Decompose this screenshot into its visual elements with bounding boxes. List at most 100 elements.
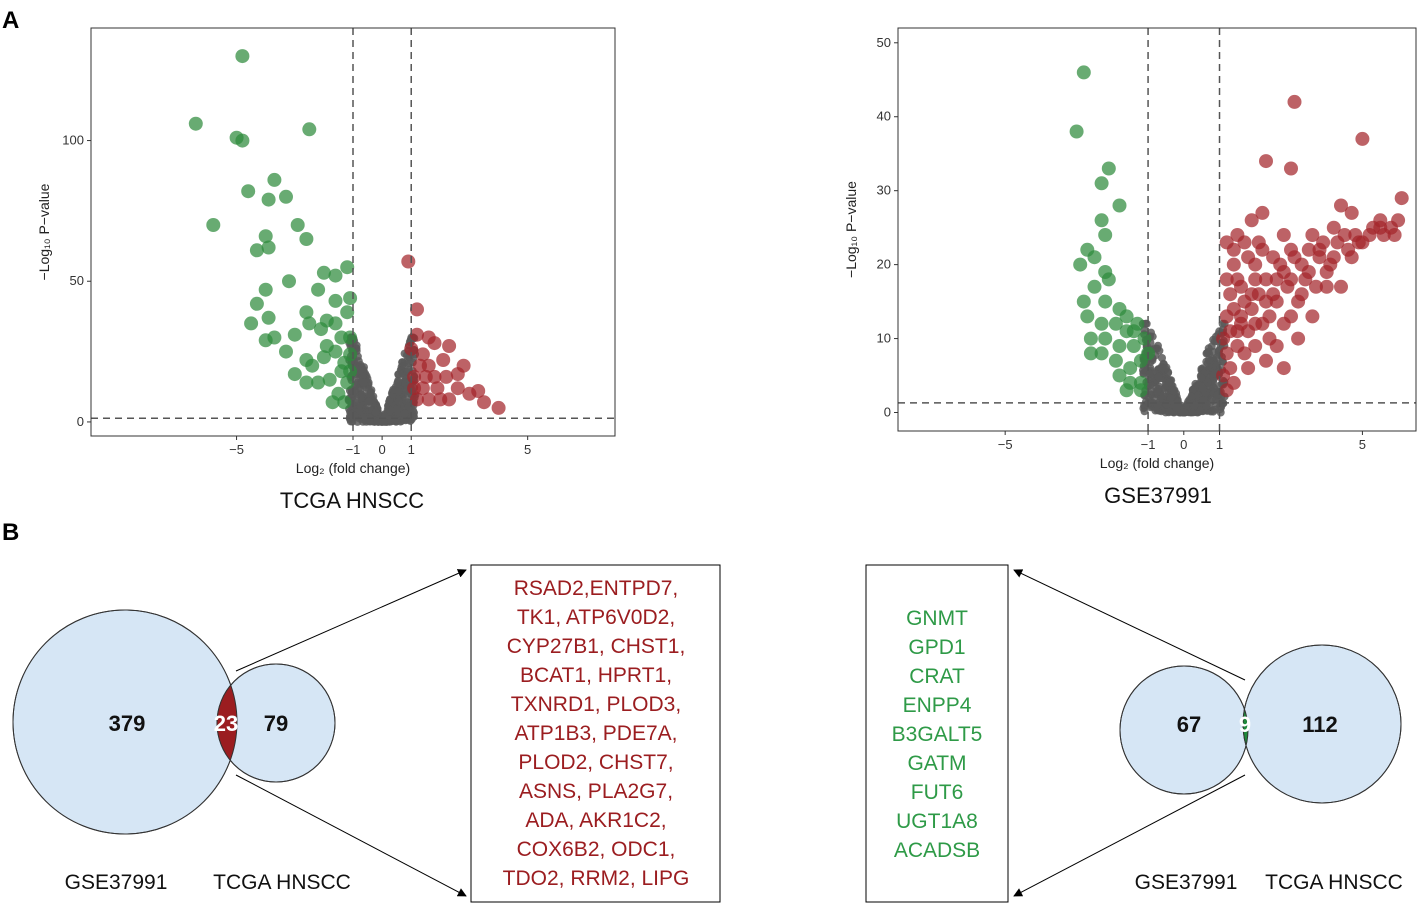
ns-point [1187, 392, 1196, 401]
down-regulated-point [334, 364, 349, 379]
down-regulated-point [302, 316, 317, 331]
down-regulated-point [1080, 309, 1095, 324]
down-regulated-point [1094, 213, 1109, 228]
up-gene-line: RSAD2,ENTPD7, [514, 577, 679, 600]
down-regulated-point [279, 189, 293, 204]
down-regulated-point [343, 347, 358, 362]
panel-label-a: A [2, 7, 19, 34]
down-regulated-point [279, 344, 293, 359]
up-regulated-point [410, 327, 424, 342]
down-regulated-point [1108, 353, 1123, 368]
down-regulated-point [287, 367, 302, 382]
down-regulated-point [1108, 316, 1123, 331]
up-gene-line: TK1, ATP6V0D2, [517, 606, 675, 629]
down-regulated-point [1076, 294, 1091, 309]
down-regulated-point [325, 395, 340, 410]
ns-point [1165, 407, 1174, 416]
up-regulated-point [1237, 235, 1252, 250]
ns-point [1158, 354, 1166, 362]
up-regulated-point [1248, 339, 1263, 353]
ns-point [393, 405, 401, 414]
down-regulated-point [188, 116, 203, 131]
down-regulated-point [311, 375, 326, 390]
arrow-to-up-genes [235, 569, 467, 672]
ns-point [1195, 406, 1204, 415]
up-regulated-point [1298, 272, 1313, 287]
threshold-lines [898, 28, 1416, 431]
down-regulated-point [328, 268, 343, 283]
ns-point [1165, 378, 1174, 387]
down-regulated-point [1126, 324, 1141, 339]
up-regulated-point [1273, 257, 1288, 272]
up-gene-line: CYP27B1, CHST1, [507, 635, 686, 658]
up-regulated-point [1255, 242, 1270, 257]
down-regulated-point [1087, 250, 1102, 265]
venn-right-label: TCGA HNSCC [213, 871, 351, 894]
arrow-to-down-genes [1013, 569, 1246, 681]
up-gene-line: COX6B2, ODC1, [517, 838, 676, 861]
x-axis-label: Log₂ (fold change) [1100, 455, 1214, 471]
up-regulated-point [1244, 213, 1259, 228]
down-regulated-point [1094, 316, 1109, 331]
up-regulated-point [1248, 272, 1263, 287]
down-regulated-point [261, 240, 276, 255]
down-regulated-point [244, 316, 259, 331]
up-regulated-point [1326, 220, 1341, 235]
x-tick-label: 0 [378, 442, 385, 457]
y-tick-label: 50 [877, 35, 891, 50]
ns-point [371, 408, 380, 417]
ns-point [1188, 385, 1197, 394]
up-gene-line: ADA, AKR1C2, [525, 809, 666, 832]
down-regulated-point [337, 395, 352, 410]
down-gene-line: B3GALT5 [892, 723, 983, 746]
x-tick-label: −5 [998, 437, 1013, 452]
y-tick-label: 40 [877, 109, 891, 124]
down-regulated-point [235, 133, 250, 148]
up-regulated-point [1219, 346, 1234, 361]
down-gene-line: CRAT [909, 665, 965, 688]
up-regulated-point [410, 392, 424, 407]
x-tick-label: 1 [1216, 437, 1223, 452]
up-regulated-point [1269, 339, 1284, 353]
ns-point [400, 415, 409, 424]
down-regulated-point [322, 372, 337, 387]
up-regulated-point [477, 395, 491, 410]
down-regulated-point [287, 327, 302, 342]
ns-point [379, 417, 388, 426]
down-gene-line: UGT1A8 [896, 810, 978, 833]
up-regulated-point [1259, 353, 1273, 368]
ns-point [353, 417, 362, 426]
venn-left-label: GSE37991 [1135, 871, 1238, 894]
y-tick-label: 10 [877, 331, 891, 346]
down-regulated-point [1083, 331, 1098, 346]
up-regulated-point [421, 392, 436, 407]
up-regulated-point [413, 358, 427, 373]
up-regulated-point [1387, 228, 1402, 242]
down-regulated-point [1126, 339, 1141, 353]
down-regulated-point [340, 305, 355, 320]
venn-overlap-count: 23 [214, 711, 238, 736]
up-gene-line: PLOD2, CHST7, [518, 751, 673, 774]
arrow-to-down-genes [1013, 774, 1246, 897]
ns-point [394, 387, 403, 396]
up-regulated-point [1291, 331, 1306, 346]
up-regulated-point [1259, 294, 1273, 309]
ns-point [1202, 402, 1210, 411]
up-regulated-point [1219, 272, 1234, 287]
ns-point [350, 397, 359, 406]
up-regulated-point [1287, 250, 1302, 265]
up-regulated-point [1255, 205, 1270, 220]
down-gene-line: ACADSB [894, 839, 980, 862]
down-regulated-point [1101, 161, 1116, 176]
up-regulated-point [401, 254, 416, 269]
up-regulated-point [404, 341, 419, 356]
ns-point [358, 390, 367, 399]
venn-overlap-count: 9 [1239, 712, 1251, 737]
up-regulated-point [1234, 309, 1248, 324]
venn-right-label: TCGA HNSCC [1265, 871, 1403, 894]
down-regulated-point [241, 184, 256, 199]
plot-title: GSE37991 [1104, 483, 1212, 508]
